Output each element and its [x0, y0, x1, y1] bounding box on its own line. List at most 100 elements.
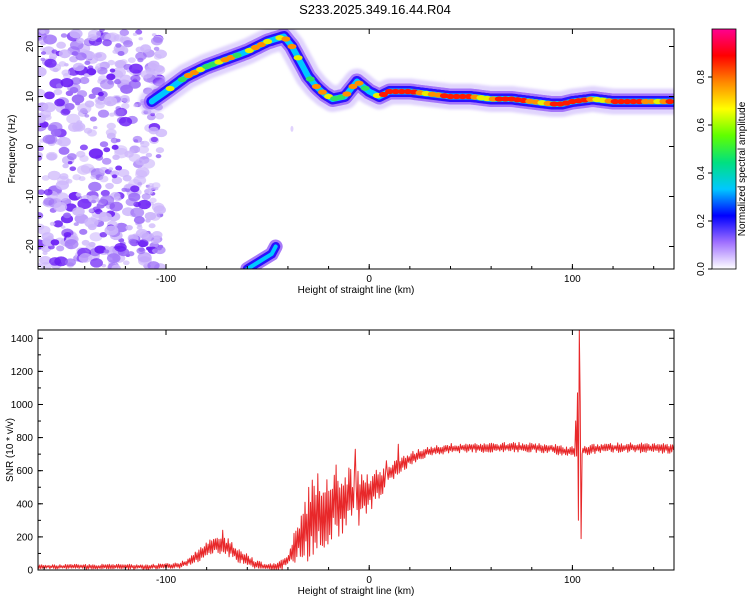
spectrogram-plot-area [38, 29, 674, 269]
noise-blob [72, 174, 82, 181]
y-tick-label: -20 [25, 239, 36, 254]
noise-blob [140, 44, 152, 53]
noise-blob [43, 189, 53, 196]
noise-blob [115, 61, 125, 68]
colorbar-tick-label: 0.4 [696, 166, 707, 180]
noise-blob [88, 93, 96, 99]
noise-blob [42, 102, 56, 113]
noise-blob [109, 201, 123, 212]
noise-blob [58, 146, 70, 155]
noise-blob [147, 261, 160, 269]
colorbar-tick-label: 0.8 [696, 70, 707, 84]
noise-blob [50, 239, 60, 246]
noise-blob [61, 69, 71, 76]
noise-blob [150, 136, 158, 143]
noise-blob [122, 174, 132, 182]
noise-blob [38, 142, 41, 146]
noise-blob [67, 153, 77, 161]
noise-blob [106, 263, 120, 269]
spectral-ridge [138, 29, 674, 269]
noise-blob [56, 192, 69, 201]
noise-blob [123, 40, 134, 48]
noise-blob [56, 245, 65, 252]
noise-blob [75, 52, 87, 61]
noise-blob [100, 195, 115, 206]
spectrogram-frame [37, 28, 675, 270]
noise-blob [78, 253, 93, 263]
ridge-hotspot [348, 83, 358, 90]
snr-panel: -100 0 1000200400600800100012001400Height … [5, 329, 675, 597]
noise-blob [38, 114, 46, 124]
y-tick-label: 600 [16, 466, 33, 477]
noise-blob [106, 132, 116, 140]
ridge-hotspot [305, 76, 315, 82]
ridge-hotspot [360, 85, 370, 91]
x-tick-label: -100 [156, 274, 176, 285]
noise-blob [76, 37, 84, 44]
noise-blob [87, 129, 97, 137]
noise-blob [51, 49, 58, 54]
snr-line [38, 330, 674, 570]
ridge-hotspot [183, 72, 193, 79]
y-tick-label: 1400 [11, 334, 34, 345]
snr-frame [37, 329, 675, 571]
ridge-hotspot [257, 41, 267, 48]
noise-blob [38, 88, 46, 98]
noise-blob [90, 174, 97, 180]
noise-blob [49, 257, 62, 266]
noise-blob [56, 41, 66, 49]
noise-region [38, 29, 294, 269]
noise-blob [77, 165, 91, 175]
ridge-hotspot [287, 43, 297, 50]
noise-blob [39, 255, 52, 265]
noise-blob [99, 175, 109, 183]
noise-blob [153, 46, 160, 51]
noise-blob [113, 108, 125, 117]
noise-blob [105, 182, 114, 190]
noise-blob [111, 174, 118, 179]
noise-blob [119, 74, 132, 84]
noise-blob [144, 211, 157, 221]
noise-blob [114, 78, 122, 85]
noise-blob [111, 176, 123, 185]
noise-blob [87, 65, 94, 70]
noise-blob [148, 126, 159, 135]
noise-blob [49, 221, 56, 226]
noise-blob [103, 249, 110, 254]
noise-blob [38, 66, 47, 78]
noise-blob [144, 189, 150, 194]
noise-blob [95, 99, 101, 103]
y-tick-label: 400 [16, 499, 33, 510]
x-tick-label: 100 [564, 274, 581, 285]
noise-blob [125, 184, 131, 189]
noise-blob [106, 253, 121, 264]
noise-blob [88, 148, 103, 159]
noise-blob [53, 202, 68, 212]
noise-blob [65, 178, 73, 184]
noise-blob [89, 232, 103, 242]
noise-blob [58, 49, 71, 59]
noise-blob [44, 134, 58, 145]
noise-blob [155, 154, 162, 159]
noise-blob [92, 126, 98, 130]
noise-blob [86, 68, 97, 76]
ridge-hotspot [317, 89, 327, 95]
noise-blob [130, 207, 145, 218]
noise-blob [89, 116, 97, 122]
noise-blob [121, 187, 128, 192]
noise-blob [103, 96, 118, 107]
noise-blob [114, 242, 127, 252]
noise-blob [60, 33, 68, 38]
x-tick-label: -100 [156, 575, 176, 586]
noise-blob [72, 122, 86, 132]
noise-blob [59, 173, 69, 180]
noise-blob [109, 112, 115, 117]
noise-blob [138, 253, 152, 264]
noise-blob [44, 58, 57, 68]
ridge-hotspot [177, 76, 187, 83]
ridge-hotspot [342, 91, 352, 97]
noise-blob [66, 113, 81, 124]
colorbar-tick-label: 0.6 [696, 118, 707, 132]
noise-blob [136, 247, 146, 255]
